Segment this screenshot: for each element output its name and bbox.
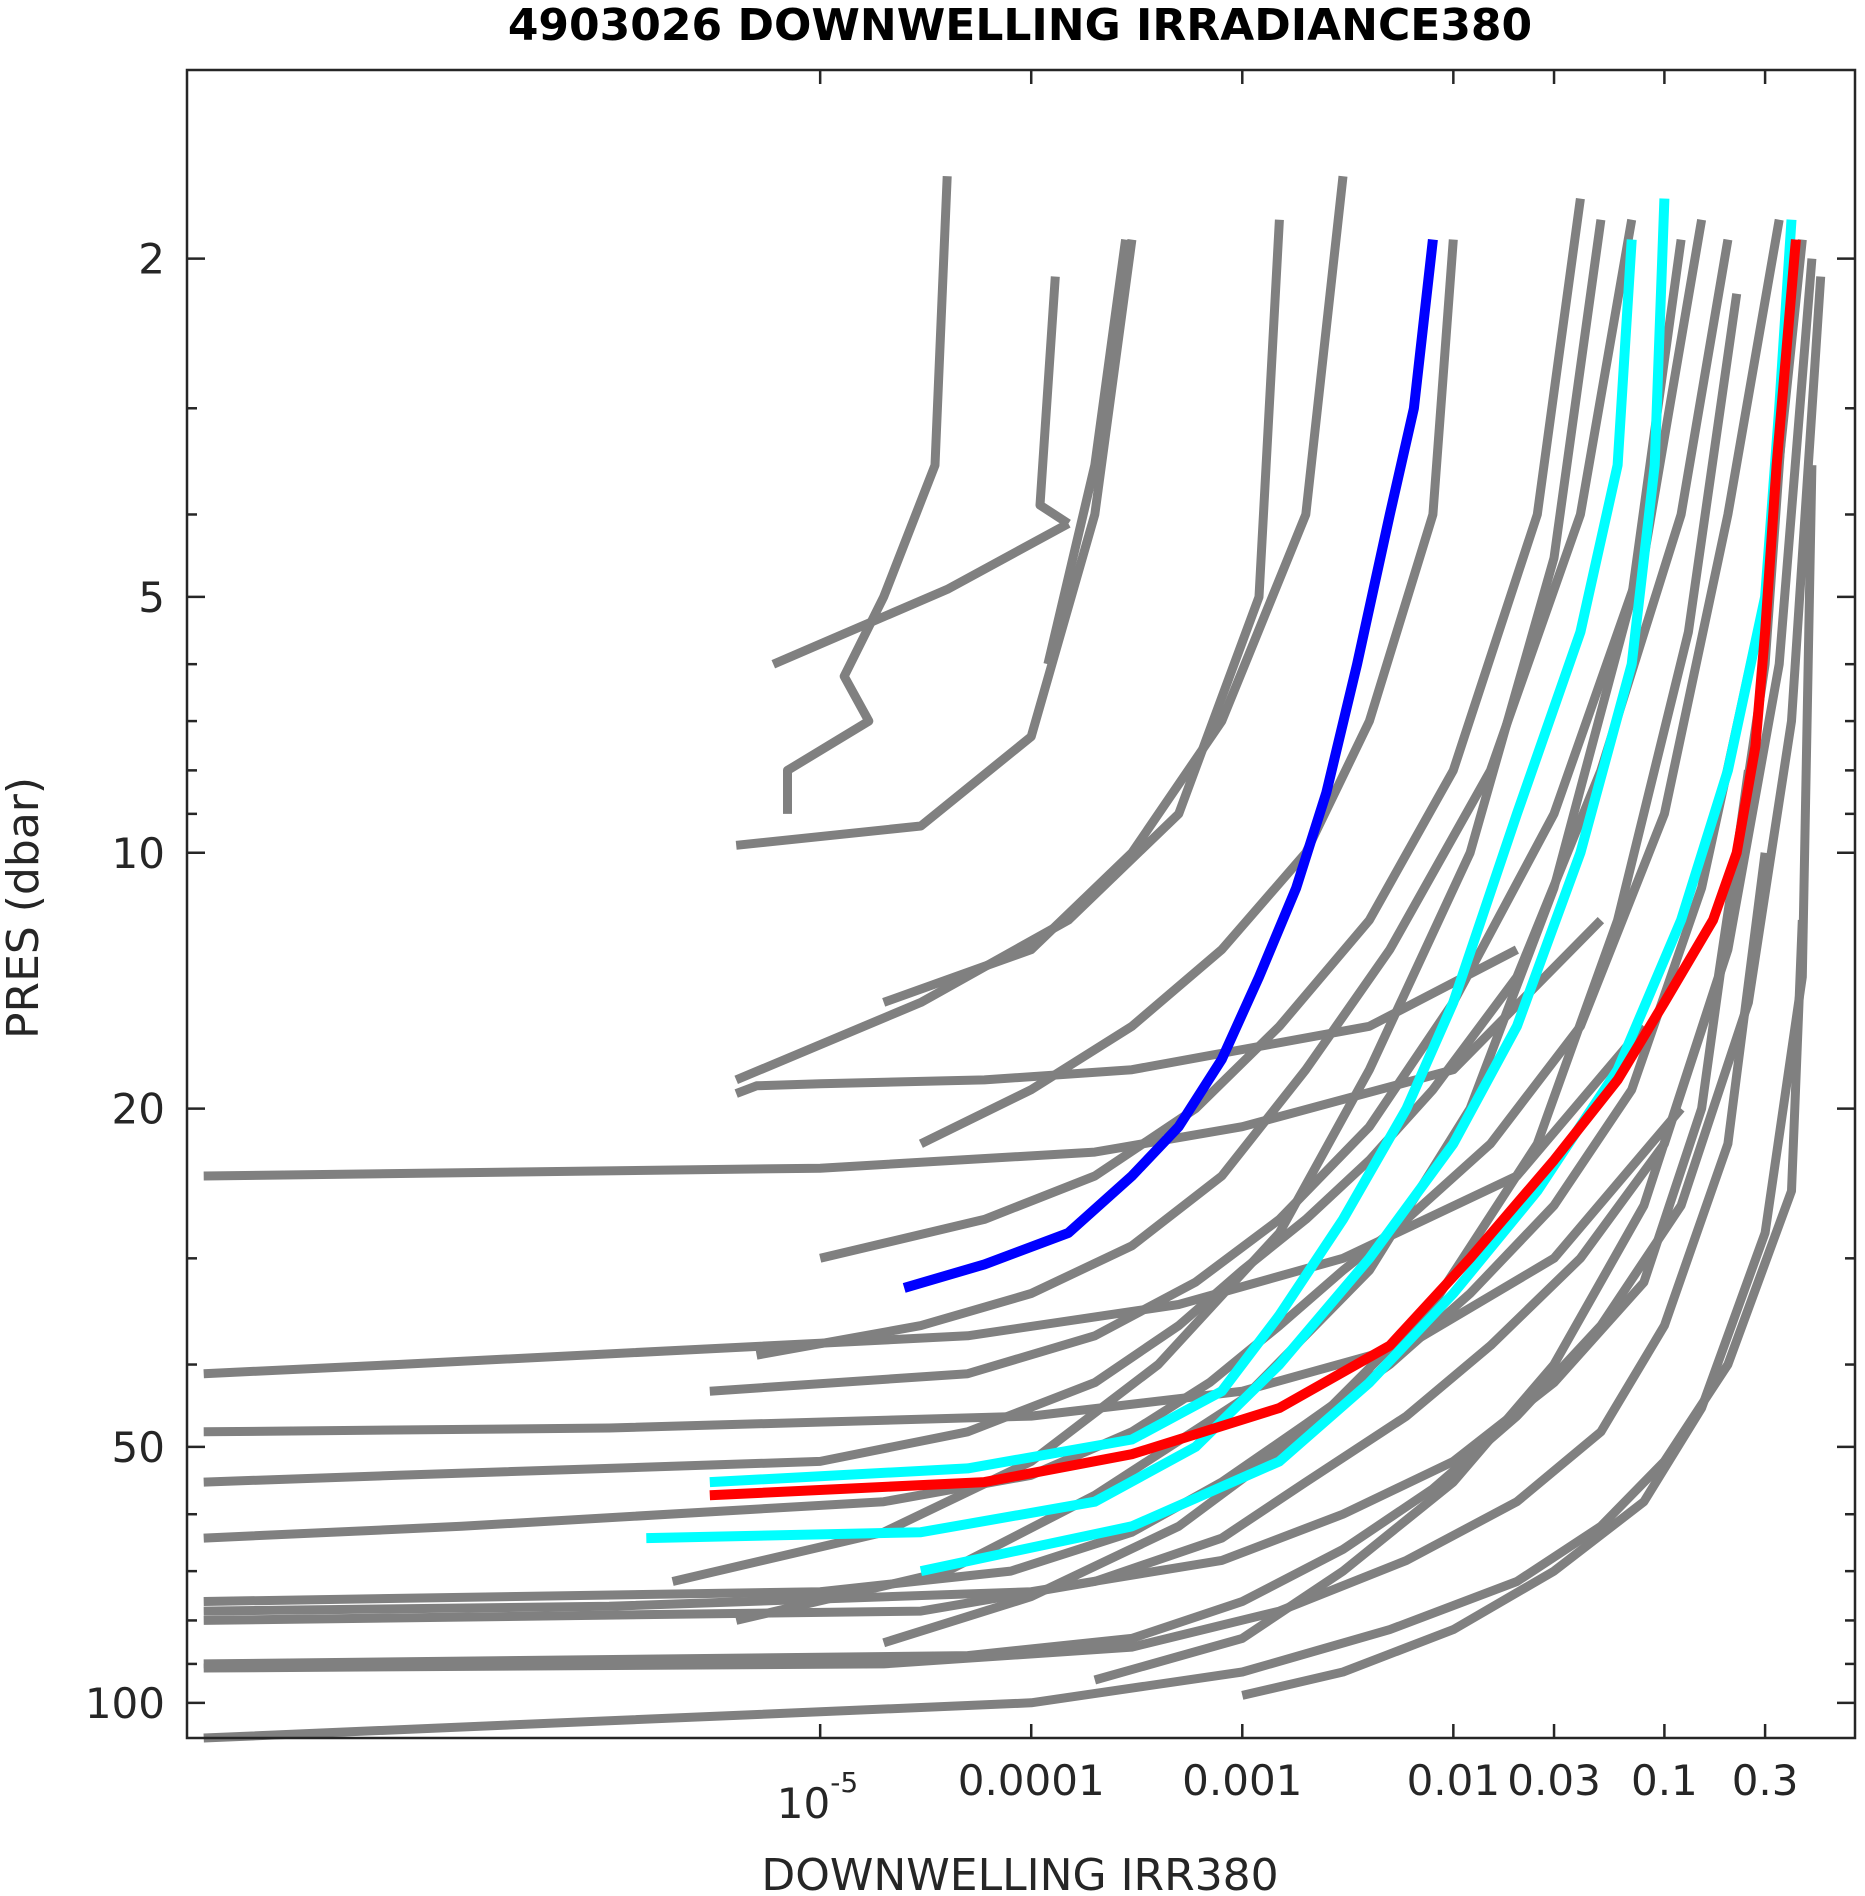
gray-profile-line — [203, 218, 1784, 1543]
gray-profile-line — [671, 219, 1606, 1586]
x-tick-label: 0.03 — [1507, 1756, 1601, 1805]
gray-profile-line — [203, 852, 1770, 1673]
y-axis-label: PRES (dbar) — [0, 777, 49, 1039]
x-tick-label: 0.001 — [1182, 1756, 1302, 1805]
x-axis-label: DOWNWELLING IRR380 — [761, 1850, 1278, 1896]
y-tick-label: 20 — [112, 1085, 165, 1134]
y-tick-label: 100 — [85, 1679, 165, 1728]
gray-profile-line — [771, 519, 1071, 669]
gray-profile-line — [203, 1105, 1685, 1437]
gray-profile-line — [203, 239, 1807, 1606]
gray-profile-line — [709, 218, 1707, 1396]
gray-profile-line — [735, 238, 1137, 850]
blue-profile-line — [902, 239, 1438, 1293]
y-tick-label: 2 — [138, 235, 165, 284]
x-tick-label: 0.3 — [1732, 1756, 1799, 1805]
y-tick-label: 50 — [112, 1423, 165, 1472]
red-profile-line — [709, 239, 1801, 1501]
gray-profile-line — [203, 919, 1807, 1743]
cyan-profile-line — [646, 198, 1670, 1544]
y-tick-label: 5 — [138, 573, 165, 622]
gray-profile-line — [819, 197, 1585, 1263]
tick-layer: 2 5 10 20 50 100 10-5 0.0001 0.001 0.01 0.03 0.1 0.3 — [85, 70, 1855, 1828]
gray-profile-line — [1241, 465, 1817, 1700]
gray-profile-line — [734, 945, 1519, 1098]
y-tick-label: 10 — [112, 829, 165, 878]
gray-profile-line — [918, 239, 1458, 1148]
x-tick-label: 0.01 — [1407, 1756, 1501, 1805]
gray-profile-line — [1043, 238, 1131, 666]
plot-frame — [185, 68, 1857, 1740]
x-tick-label: 10-5 — [777, 1766, 858, 1828]
gray-profile-line — [783, 176, 952, 814]
x-tick-label: 0.0001 — [958, 1756, 1105, 1805]
cyan-profile-line — [709, 239, 1637, 1488]
series-layer — [203, 175, 1826, 1743]
gray-profile-line — [734, 219, 1284, 1085]
gray-profile-line — [1035, 276, 1071, 528]
gray-profile-line — [735, 238, 1686, 1625]
x-tick-label: 0.1 — [1631, 1756, 1698, 1805]
chart-title: 4903026 DOWNWELLING IRRADIANCE380 — [508, 0, 1532, 51]
